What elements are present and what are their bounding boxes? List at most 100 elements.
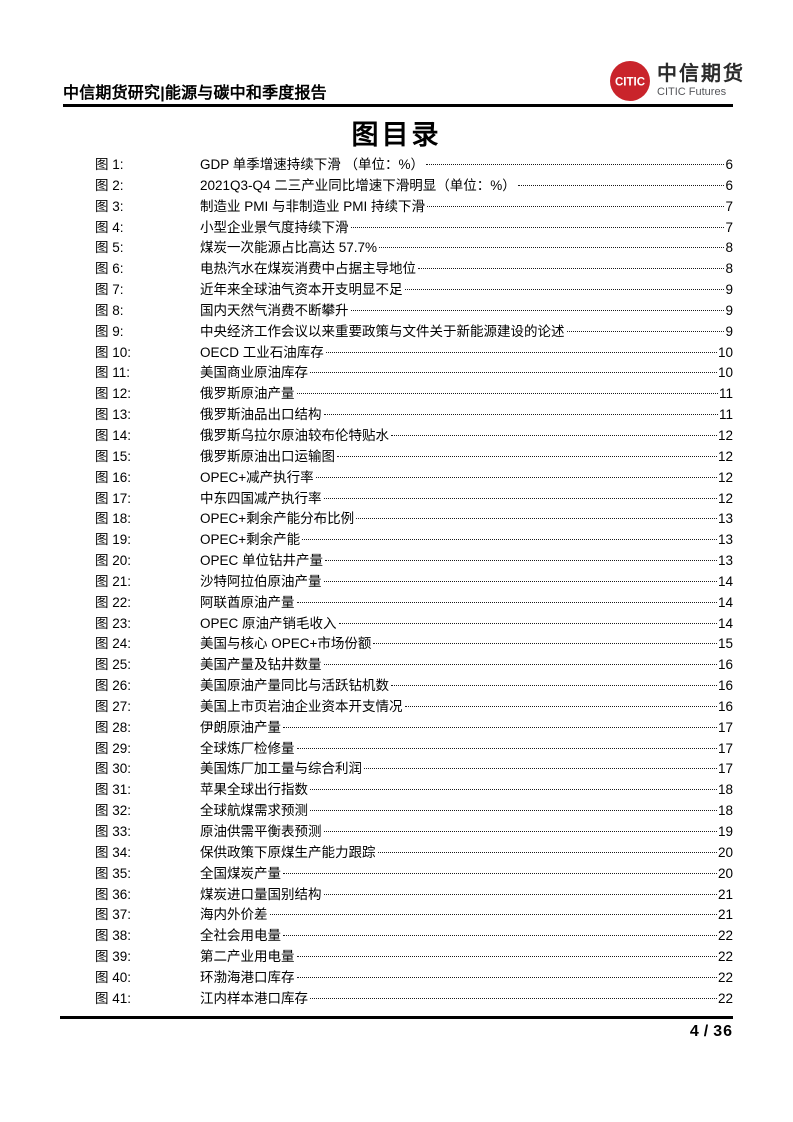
toc-entry[interactable]: 图 26: 美国原油产量同比与活跃钻机数 16 bbox=[63, 676, 733, 697]
toc-entry[interactable]: 图 17: 中东四国减产执行率 12 bbox=[63, 489, 733, 510]
toc-entry-page: 14 bbox=[717, 615, 733, 631]
toc-entry-title[interactable]: OPEC 单位钻井产量 bbox=[200, 553, 324, 569]
toc-entry-title[interactable]: 江内样本港口库存 bbox=[200, 990, 308, 1006]
toc-entry-title[interactable]: 煤炭一次能源占比高达 57.7% bbox=[200, 240, 378, 256]
toc-entry-title[interactable]: 2021Q3-Q4 二三产业同比增速下滑明显（单位：%） bbox=[200, 177, 516, 193]
toc-entry-title[interactable]: 美国原油产量同比与活跃钻机数 bbox=[200, 678, 389, 694]
toc-entry-title[interactable]: 美国与核心 OPEC+市场份额 bbox=[200, 636, 372, 652]
toc-entry-page: 17 bbox=[717, 740, 733, 756]
toc-entry[interactable]: 图 18: OPEC+剩余产能分布比例 13 bbox=[63, 509, 733, 530]
toc-entry-page: 10 bbox=[717, 344, 733, 360]
toc-entry-label: 图 36: bbox=[95, 886, 132, 902]
toc-entry[interactable]: 图 21: 沙特阿拉伯原油产量 14 bbox=[63, 572, 733, 593]
brand-name-cn: 中信期货 bbox=[657, 62, 745, 85]
toc-entry-title[interactable]: OPEC+减产执行率 bbox=[200, 469, 314, 485]
toc-entry-title[interactable]: 全球炼厂检修量 bbox=[200, 740, 295, 756]
toc-entry-title[interactable]: OECD 工业石油库存 bbox=[200, 344, 324, 360]
toc-entry-title[interactable]: 美国炼厂加工量与综合利润 bbox=[200, 761, 362, 777]
toc-entry-title[interactable]: 保供政策下原煤生产能力跟踪 bbox=[200, 844, 376, 860]
toc-entry-title[interactable]: 美国上市页岩油企业资本开支情况 bbox=[200, 698, 403, 714]
toc-entry[interactable]: 图 32: 全球航煤需求预测 18 bbox=[63, 801, 733, 822]
toc-entry-title[interactable]: 沙特阿拉伯原油产量 bbox=[200, 573, 322, 589]
toc-entry[interactable]: 图 14: 俄罗斯乌拉尔原油较布伦特贴水 12 bbox=[63, 426, 733, 447]
toc-entry-page: 9 bbox=[725, 323, 733, 339]
toc-entry[interactable]: 图 5: 煤炭一次能源占比高达 57.7% 8 bbox=[63, 238, 733, 259]
toc-entry[interactable]: 图 15: 俄罗斯原油出口运输图 12 bbox=[63, 447, 733, 468]
toc-entry-title[interactable]: 阿联酋原油产量 bbox=[200, 594, 295, 610]
toc-entry-title[interactable]: 煤炭进口量国别结构 bbox=[200, 886, 322, 902]
toc-entry-title[interactable]: 美国商业原油库存 bbox=[200, 365, 308, 381]
toc-entry-page: 18 bbox=[717, 782, 733, 798]
toc-entry[interactable]: 图 22: 阿联酋原油产量 14 bbox=[63, 593, 733, 614]
toc-entry[interactable]: 图 24: 美国与核心 OPEC+市场份额 15 bbox=[63, 634, 733, 655]
toc-entry[interactable]: 图 27: 美国上市页岩油企业资本开支情况 16 bbox=[63, 697, 733, 718]
toc-entry[interactable]: 图 4: 小型企业景气度持续下滑 7 bbox=[63, 218, 733, 239]
toc-entry-title[interactable]: 制造业 PMI 与非制造业 PMI 持续下滑 bbox=[200, 198, 426, 214]
toc-entry[interactable]: 图 39: 第二产业用电量 22 bbox=[63, 947, 733, 968]
toc-entry[interactable]: 图 35: 全国煤炭产量 20 bbox=[63, 864, 733, 885]
toc-entry[interactable]: 图 3: 制造业 PMI 与非制造业 PMI 持续下滑 7 bbox=[63, 197, 733, 218]
toc-entry[interactable]: 图 40: 环渤海港口库存 22 bbox=[63, 968, 733, 989]
page-title: 图目录 bbox=[351, 120, 442, 150]
toc-entry[interactable]: 图 19: OPEC+剩余产能 13 bbox=[63, 530, 733, 551]
toc-entry-label: 图 2: bbox=[95, 177, 124, 193]
toc-entry[interactable]: 图 37: 海内外价差 21 bbox=[63, 905, 733, 926]
toc-entry-label: 图 34: bbox=[95, 844, 132, 860]
toc-entry[interactable]: 图 16: OPEC+减产执行率 12 bbox=[63, 468, 733, 489]
toc-entry-title[interactable]: 俄罗斯原油产量 bbox=[200, 386, 295, 402]
toc-entry[interactable]: 图 28: 伊朗原油产量 17 bbox=[63, 718, 733, 739]
toc-entry[interactable]: 图 31: 苹果全球出行指数 18 bbox=[63, 780, 733, 801]
toc-entry[interactable]: 图 36: 煤炭进口量国别结构 21 bbox=[63, 885, 733, 906]
toc-entry[interactable]: 图 23: OPEC 原油产销毛收入 14 bbox=[63, 614, 733, 635]
toc-entry[interactable]: 图 38: 全社会用电量 22 bbox=[63, 926, 733, 947]
toc-entry-title[interactable]: 全球航煤需求预测 bbox=[200, 803, 308, 819]
toc-entry-title[interactable]: 俄罗斯乌拉尔原油较布伦特贴水 bbox=[200, 427, 389, 443]
toc-entry[interactable]: 图 1: GDP 单季增速持续下滑 （单位：%） 6 bbox=[63, 155, 733, 176]
toc-entry[interactable]: 图 6: 电热汽水在煤炭消费中占据主导地位 8 bbox=[63, 259, 733, 280]
toc-entry-title[interactable]: GDP 单季增速持续下滑 （单位：%） bbox=[200, 157, 425, 172]
toc-entry-title[interactable]: 全国煤炭产量 bbox=[200, 865, 281, 881]
toc-entry-title[interactable]: 中东四国减产执行率 bbox=[200, 490, 322, 506]
toc-entry-title[interactable]: 美国产量及钻井数量 bbox=[200, 657, 322, 673]
toc-entry-title[interactable]: 苹果全球出行指数 bbox=[200, 782, 308, 798]
toc-entry[interactable]: 图 41: 江内样本港口库存 22 bbox=[63, 989, 733, 1010]
toc-entry[interactable]: 图 10: OECD 工业石油库存 10 bbox=[63, 343, 733, 364]
toc-entry-title[interactable]: 俄罗斯油品出口结构 bbox=[200, 407, 322, 423]
toc-entry[interactable]: 图 7: 近年来全球油气资本开支明显不足 9 bbox=[63, 280, 733, 301]
toc-entry[interactable]: 图 30: 美国炼厂加工量与综合利润 17 bbox=[63, 759, 733, 780]
toc-entry[interactable]: 图 8: 国内天然气消费不断攀升 9 bbox=[63, 301, 733, 322]
toc-entry-label: 图 41: bbox=[95, 990, 132, 1006]
toc-entry[interactable]: 图 13: 俄罗斯油品出口结构 11 bbox=[63, 405, 733, 426]
toc-entry-title[interactable]: 第二产业用电量 bbox=[200, 949, 295, 965]
toc-dot-leader bbox=[323, 831, 717, 832]
toc-entry-title[interactable]: 国内天然气消费不断攀升 bbox=[200, 302, 349, 318]
toc-entry[interactable]: 图 11: 美国商业原油库存 10 bbox=[63, 363, 733, 384]
toc-entry-title[interactable]: 电热汽水在煤炭消费中占据主导地位 bbox=[200, 261, 416, 277]
toc-entry[interactable]: 图 25: 美国产量及钻井数量 16 bbox=[63, 655, 733, 676]
toc-entry-title[interactable]: 全社会用电量 bbox=[200, 928, 281, 944]
page-number-current: 4 bbox=[689, 1023, 700, 1040]
toc-entry[interactable]: 图 20: OPEC 单位钻井产量 13 bbox=[63, 551, 733, 572]
toc-entry-title[interactable]: OPEC 原油产销毛收入 bbox=[200, 615, 337, 631]
toc-entry[interactable]: 图 12: 俄罗斯原油产量 11 bbox=[63, 384, 733, 405]
toc-entry[interactable]: 图 9: 中央经济工作会议以来重要政策与文件关于新能源建设的论述 9 bbox=[63, 322, 733, 343]
toc-entry-title[interactable]: 俄罗斯原油出口运输图 bbox=[200, 448, 335, 464]
toc-entry-title[interactable]: OPEC+剩余产能分布比例 bbox=[200, 511, 355, 527]
toc-entry-label: 图 3: bbox=[95, 198, 124, 214]
header-divider bbox=[63, 104, 733, 107]
toc-entry-title[interactable]: 伊朗原油产量 bbox=[200, 719, 281, 735]
toc-entry-label: 图 12: bbox=[95, 386, 132, 402]
toc-entry-title[interactable]: 海内外价差 bbox=[200, 907, 268, 923]
toc-dot-leader bbox=[404, 705, 717, 707]
toc-entry-title[interactable]: 原油供需平衡表预测 bbox=[200, 824, 322, 839]
toc-entry-title[interactable]: 中央经济工作会议以来重要政策与文件关于新能源建设的论述 bbox=[200, 323, 565, 339]
toc-entry[interactable]: 图 34: 保供政策下原煤生产能力跟踪 20 bbox=[63, 843, 733, 864]
toc-entry[interactable]: 图 2: 2021Q3-Q4 二三产业同比增速下滑明显（单位：%） 6 bbox=[63, 176, 733, 197]
toc-entry-label: 图 32: bbox=[95, 803, 132, 819]
toc-entry-title[interactable]: 小型企业景气度持续下滑 bbox=[200, 219, 349, 235]
toc-entry-title[interactable]: 近年来全球油气资本开支明显不足 bbox=[200, 282, 403, 298]
toc-entry[interactable]: 图 29: 全球炼厂检修量 17 bbox=[63, 739, 733, 760]
toc-entry-title[interactable]: OPEC+剩余产能 bbox=[200, 532, 301, 548]
toc-entry-title[interactable]: 环渤海港口库存 bbox=[200, 969, 295, 985]
toc-entry[interactable]: 图 33: 原油供需平衡表预测 19 bbox=[63, 822, 733, 843]
